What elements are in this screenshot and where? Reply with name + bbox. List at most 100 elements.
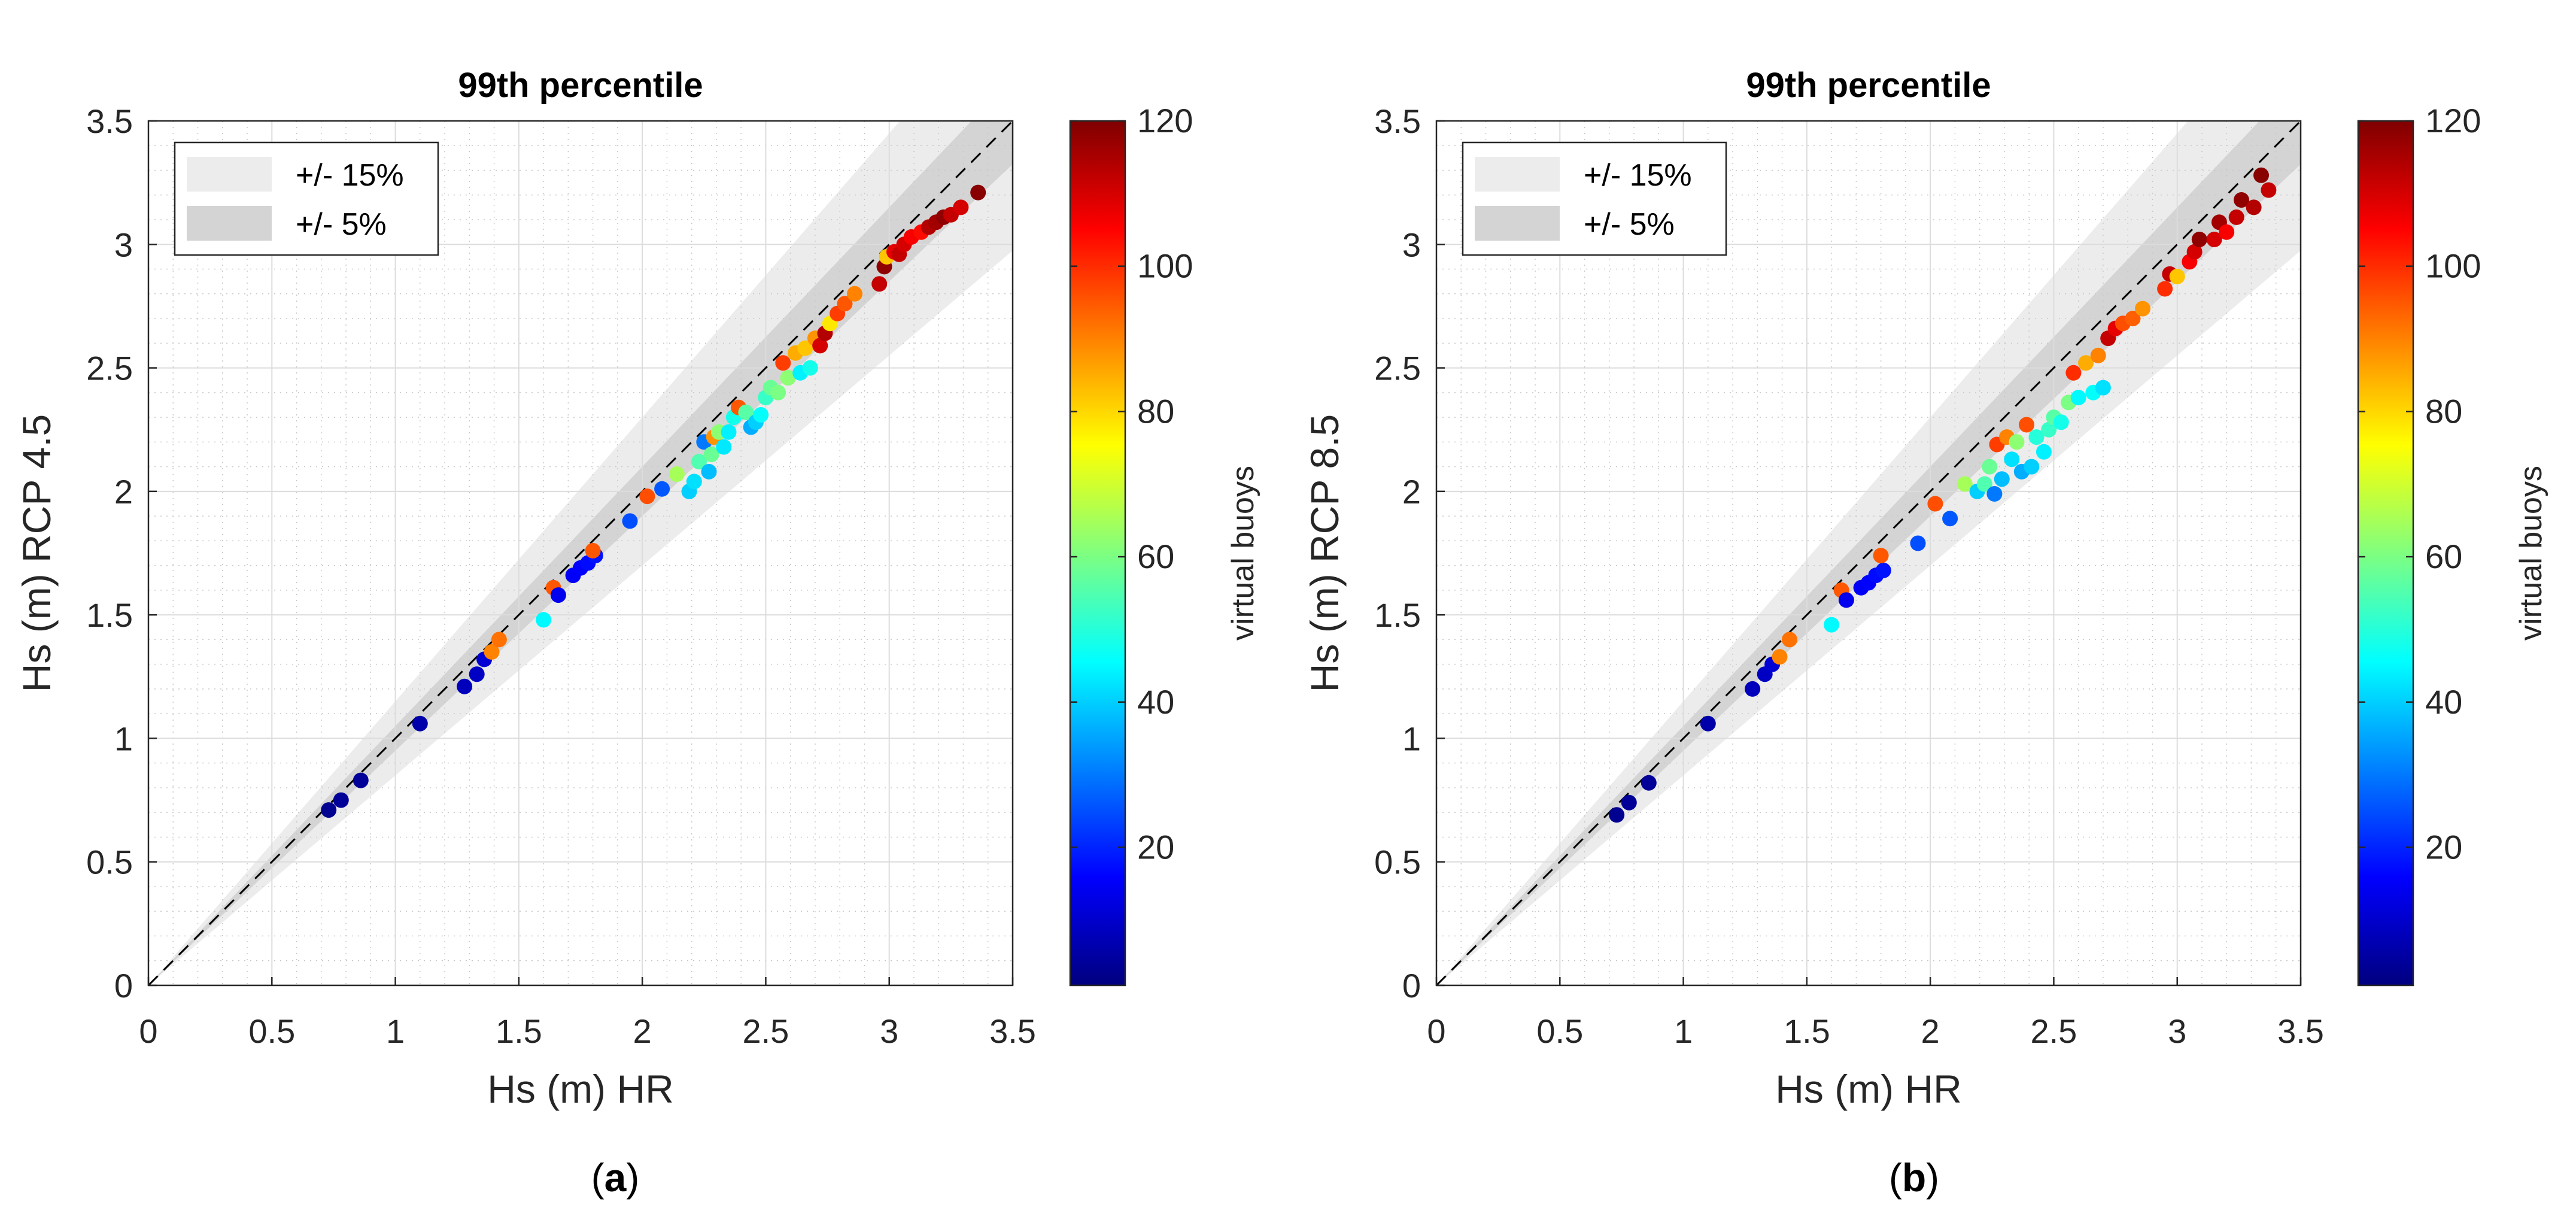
data-point xyxy=(970,184,986,201)
y-tick-label: 2.5 xyxy=(86,350,133,387)
data-point xyxy=(1838,592,1854,608)
data-point xyxy=(780,370,796,386)
legend-label-15-b: +/- 15% xyxy=(1584,158,1692,193)
legend-b: +/- 15% +/- 5% xyxy=(1462,141,1727,256)
data-point xyxy=(1942,511,1958,527)
x-tick-label: 3 xyxy=(880,1012,898,1050)
data-point xyxy=(716,439,732,455)
data-point xyxy=(775,355,791,371)
data-point xyxy=(412,715,428,732)
y-tick-label: 3.5 xyxy=(1374,102,1421,140)
data-point xyxy=(2234,192,2249,208)
data-point xyxy=(2019,417,2034,433)
data-point xyxy=(2261,182,2277,198)
panel-b: 99th percentile 0 0.5 1 1.5 2 2.5 3 3.5 xyxy=(1302,66,2548,1200)
colorbar-a: 20 40 60 80 100 120 virtual buoys xyxy=(1069,102,1260,987)
data-point xyxy=(2028,429,2045,445)
x-tick-label: 2 xyxy=(1921,1012,1940,1050)
y-tick-label: 2 xyxy=(1402,473,1421,511)
legend-swatch-5-b xyxy=(1475,206,1560,241)
x-tick-label: 2 xyxy=(633,1012,652,1050)
data-point xyxy=(2157,281,2173,297)
points-group-b xyxy=(1609,167,2277,823)
legend-label-5-a: +/- 5% xyxy=(296,207,387,242)
data-point xyxy=(2246,199,2262,216)
x-axis-label-a: Hs (m) HR xyxy=(487,1067,674,1111)
data-point xyxy=(469,666,485,682)
x-tick-label: 2.5 xyxy=(2030,1012,2077,1050)
data-point xyxy=(2053,414,2069,430)
data-point xyxy=(1875,562,1891,578)
data-point xyxy=(770,384,786,400)
data-point xyxy=(1824,617,1840,633)
data-point xyxy=(585,542,601,559)
x-tick-label: 1 xyxy=(1674,1012,1693,1050)
colorbar-tick-label: 40 xyxy=(1137,683,1174,721)
data-point xyxy=(2078,355,2094,371)
data-point xyxy=(457,678,473,694)
y-tick-label: 1.5 xyxy=(1374,596,1421,634)
data-point xyxy=(703,447,719,462)
panel-caption-b: (b) xyxy=(1889,1155,1939,1200)
data-point xyxy=(1957,476,1973,492)
colorbar-gradient-b xyxy=(2357,120,2414,987)
data-point xyxy=(797,340,813,356)
tick-marks-b xyxy=(1435,120,2302,987)
data-point xyxy=(491,632,507,648)
data-point xyxy=(2041,421,2057,438)
x-tick-label: 1.5 xyxy=(496,1012,542,1050)
legend-label-5-b: +/- 5% xyxy=(1584,207,1675,242)
x-axis-label-b: Hs (m) HR xyxy=(1775,1067,1962,1111)
data-point xyxy=(669,466,685,482)
data-point xyxy=(2186,244,2203,260)
x-tick-label: 1.5 xyxy=(1784,1012,1830,1050)
data-point xyxy=(1982,459,1998,475)
data-point xyxy=(484,644,500,660)
legend-swatch-15-a xyxy=(187,157,272,192)
colorbar-tick-marks-b xyxy=(2358,120,2413,848)
data-point xyxy=(321,802,337,818)
data-point xyxy=(2253,167,2269,183)
legend-a: +/- 15% +/- 5% xyxy=(174,141,439,256)
data-point xyxy=(2219,224,2235,240)
data-point xyxy=(1994,471,2010,487)
data-point xyxy=(1700,715,1716,732)
colorbar-tick-label: 80 xyxy=(1137,392,1174,430)
y-tick-label: 2.5 xyxy=(1374,350,1421,387)
data-point xyxy=(2095,380,2111,396)
colorbar-tick-marks-a xyxy=(1070,120,1125,848)
chart-title-b: 99th percentile xyxy=(1746,66,1991,105)
x-tick-label: 0 xyxy=(139,1012,157,1050)
colorbar-tick-label: 100 xyxy=(1137,247,1193,285)
x-tick-label: 1 xyxy=(386,1012,405,1050)
y-tick-label: 0.5 xyxy=(1374,843,1421,881)
data-point xyxy=(1641,775,1657,791)
plot-area-a xyxy=(147,120,1014,987)
data-point xyxy=(812,338,828,354)
data-point xyxy=(2004,451,2020,468)
colorbar-label-b: virtual buoys xyxy=(2514,466,2548,641)
y-axis-label-a: Hs (m) RCP 4.5 xyxy=(14,414,59,693)
colorbar-tick-label: 80 xyxy=(2425,392,2462,430)
data-point xyxy=(654,481,670,497)
data-point xyxy=(2024,459,2040,475)
data-point xyxy=(1782,632,1797,648)
x-tick-labels-b: 0 0.5 1 1.5 2 2.5 3 3.5 xyxy=(1427,1012,2324,1050)
panel-letter-b: b xyxy=(1902,1155,1926,1200)
data-point xyxy=(2191,232,2207,247)
legend-label-15-a: +/- 15% xyxy=(296,158,404,193)
x-tick-label: 2.5 xyxy=(742,1012,789,1050)
y-tick-label: 1 xyxy=(114,720,133,757)
chart-title-a: 99th percentile xyxy=(458,66,703,105)
legend-swatch-15-b xyxy=(1475,157,1560,192)
data-point xyxy=(1609,807,1625,823)
data-point xyxy=(2009,434,2025,450)
data-point xyxy=(2036,444,2052,460)
data-point xyxy=(2135,301,2150,317)
colorbar-label-a: virtual buoys xyxy=(1226,466,1260,641)
colorbar-b: 20 40 60 80 100 120 virtual buoys xyxy=(2357,102,2548,987)
data-point xyxy=(353,772,369,788)
data-point xyxy=(847,286,862,302)
y-tick-label: 0 xyxy=(114,967,133,1004)
